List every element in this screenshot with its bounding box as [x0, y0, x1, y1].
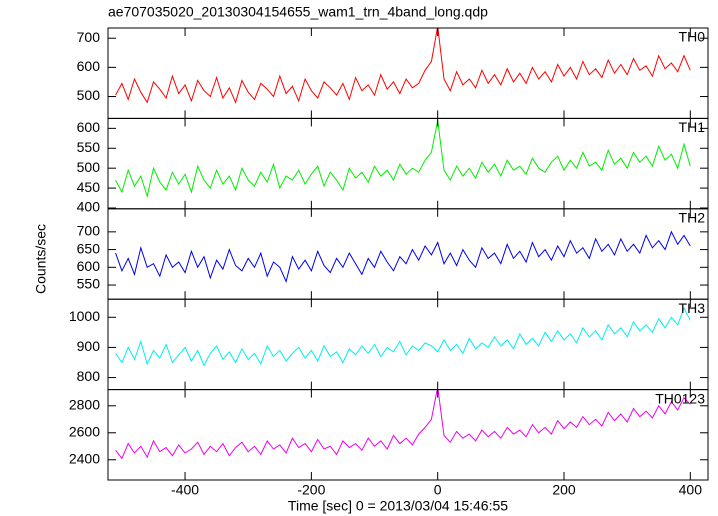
y-tick-label: 600 [77, 258, 101, 274]
y-tick-label: 2800 [69, 396, 100, 412]
panel-frame [107, 117, 709, 210]
x-axis-label: Time [sec] 0 = 2013/03/04 15:46:55 [288, 498, 508, 514]
x-tick-label: 0 [434, 482, 442, 498]
panel-label: TH0 [679, 29, 706, 45]
y-tick-label: 700 [77, 29, 101, 45]
y-axis-label: Counts/sec [33, 224, 49, 294]
y-tick-label: 650 [77, 240, 101, 256]
y-tick-label: 900 [77, 338, 101, 354]
y-tick-label: 2600 [69, 423, 100, 439]
chart-title: ae707035020_20130304154655_wam1_trn_4ban… [108, 4, 488, 20]
x-tick-label: -400 [171, 482, 199, 498]
panel-label: TH2 [679, 210, 706, 226]
data-line [115, 389, 691, 460]
data-line [115, 120, 691, 199]
x-tick-label: 200 [552, 482, 576, 498]
y-tick-label: 800 [77, 368, 101, 384]
data-line [115, 230, 691, 284]
x-tick-label: 400 [679, 482, 703, 498]
panel-frame [107, 298, 709, 391]
y-tick-label: 550 [77, 276, 101, 292]
y-tick-label: 400 [77, 199, 101, 215]
x-tick-label: -200 [297, 482, 325, 498]
y-tick-label: 600 [77, 58, 101, 74]
panel-frame [107, 389, 709, 481]
panel-label: TH0123 [655, 390, 705, 406]
y-tick-label: 450 [77, 179, 101, 195]
data-line [115, 306, 691, 367]
y-tick-label: 500 [77, 87, 101, 103]
panel-frame [107, 27, 709, 119]
y-tick-label: 2400 [69, 450, 100, 466]
panel-frame [107, 208, 709, 300]
y-tick-label: 600 [77, 119, 101, 135]
panel-label: TH3 [679, 300, 706, 316]
data-line [115, 28, 691, 104]
y-tick-label: 1000 [69, 308, 100, 324]
y-tick-label: 550 [77, 139, 101, 155]
panel-label: TH1 [679, 119, 706, 135]
y-tick-label: 500 [77, 159, 101, 175]
y-tick-label: 700 [77, 223, 101, 239]
